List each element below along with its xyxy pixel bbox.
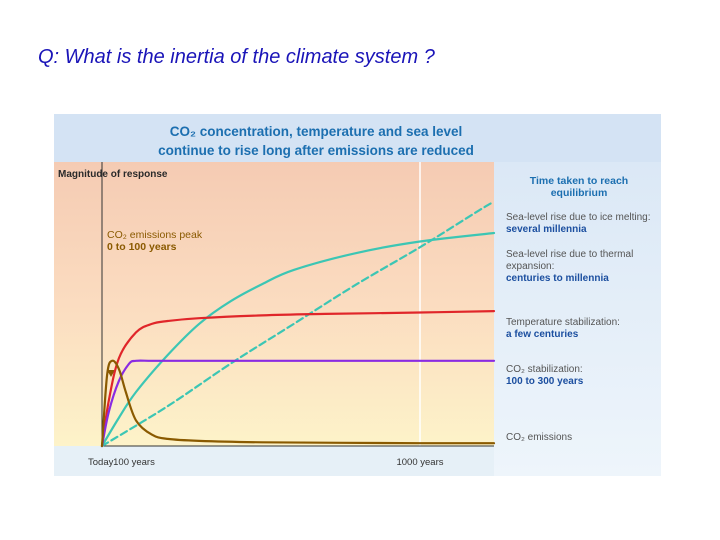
right-header-line-1: Time taken to reach xyxy=(530,175,628,187)
header-band xyxy=(54,114,661,162)
legend-name: Sea-level rise due to thermal expansion: xyxy=(506,249,633,272)
legend-detail: several millennia xyxy=(506,224,587,235)
chart-title-line-2: continue to rise long after emissions ar… xyxy=(158,143,474,158)
legend-detail: 100 to 300 years xyxy=(506,376,584,387)
legend-name: CO₂ emissions xyxy=(506,432,572,443)
series-line-3-temperature-stabilization xyxy=(100,310,496,448)
series-layer xyxy=(100,200,496,448)
chart-title-line-1: CO₂ concentration, temperature and sea l… xyxy=(170,124,463,139)
series-line-4-co-stabilization xyxy=(100,359,496,448)
legend-entry-1-sea-level-rise-due-to-ice-melting: Sea-level rise due to ice melting:severa… xyxy=(506,212,651,235)
y-axis-label: Magnitude of response xyxy=(58,169,168,180)
plot-background xyxy=(54,162,494,446)
legend-detail: centuries to millennia xyxy=(506,273,609,284)
series-line-2-sea-level-rise-due-to-thermal-expansion xyxy=(100,231,496,448)
legend-name: CO₂ stabilization: xyxy=(506,364,583,375)
right-header-line-2: equilibrium xyxy=(551,187,608,199)
legend-entry-3-temperature-stabilization: Temperature stabilization:a few centurie… xyxy=(506,317,620,340)
peak-marker-icon xyxy=(107,370,115,377)
legend-entry-5-co-emissions: CO₂ emissions xyxy=(506,432,572,443)
emissions-peak-annotation-line-1: CO₂ emissions peak xyxy=(107,229,203,241)
legend-detail: a few centuries xyxy=(506,329,579,340)
tick-layer: Today 100 years 1000 years xyxy=(88,457,444,468)
series-line-1-sea-level-rise-due-to-ice-melting xyxy=(100,200,496,448)
legend-layer: Sea-level rise due to ice melting:severa… xyxy=(506,212,651,443)
question-title: Q: What is the inertia of the climate sy… xyxy=(38,46,435,68)
x-tick-label-100-years: 100 years xyxy=(113,457,155,468)
emissions-peak-annotation-line-2: 0 to 100 years xyxy=(107,241,177,253)
series-line-5-co-emissions xyxy=(100,359,496,448)
chart-svg: CO₂ concentration, temperature and sea l… xyxy=(54,114,661,476)
x-tick-label-today: Today xyxy=(88,457,114,468)
legend-entry-2-sea-level-rise-due-to-thermal-expansion: Sea-level rise due to thermal expansion:c… xyxy=(506,249,633,284)
legend-name: Sea-level rise due to ice melting: xyxy=(506,212,651,223)
legend-entry-4-co-stabilization: CO₂ stabilization:100 to 300 years xyxy=(506,364,584,387)
axis-strip xyxy=(54,446,494,476)
right-panel-background xyxy=(494,162,661,476)
chart-figure: CO₂ concentration, temperature and sea l… xyxy=(54,114,661,481)
x-tick-label-1000-years: 1000 years xyxy=(396,457,443,468)
legend-name: Temperature stabilization: xyxy=(506,317,620,328)
